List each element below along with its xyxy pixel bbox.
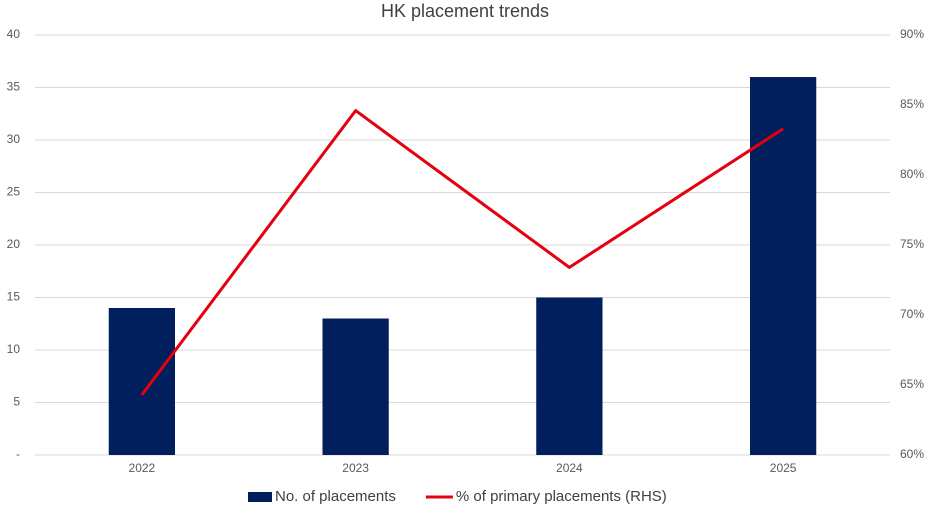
legend-label: % of primary placements (RHS) (456, 488, 667, 505)
y2-tick-label: 60% (900, 447, 924, 461)
x-tick-label: 2024 (556, 461, 583, 475)
y-tick-label: 30 (7, 132, 21, 146)
legend-label: No. of placements (275, 488, 396, 505)
line (140, 109, 784, 396)
x-tick-label: 2025 (770, 461, 797, 475)
bar (322, 318, 389, 455)
y2-tick-label: 65% (900, 377, 924, 391)
y-tick-label: 10 (7, 342, 21, 356)
y-tick-label: 25 (7, 185, 21, 199)
y-tick-label: 15 (7, 290, 21, 304)
legend-swatch (248, 492, 272, 502)
y-tick-label: - (16, 447, 20, 461)
y2-tick-label: 90% (900, 27, 924, 41)
y-tick-label: 40 (7, 27, 21, 41)
x-tick-label: 2023 (342, 461, 369, 475)
y2-tick-label: 70% (900, 307, 924, 321)
y2-tick-label: 75% (900, 237, 924, 251)
y2-tick-label: 85% (900, 97, 924, 111)
y-tick-label: 35 (7, 80, 21, 94)
bar (749, 77, 817, 455)
y-tick-label: 20 (7, 237, 21, 251)
bar (536, 297, 603, 455)
chart-title: HK placement trends (381, 1, 549, 21)
y-tick-label: 5 (13, 395, 20, 409)
x-tick-label: 2022 (129, 461, 156, 475)
bar (108, 308, 176, 455)
y2-tick-label: 80% (900, 167, 924, 181)
